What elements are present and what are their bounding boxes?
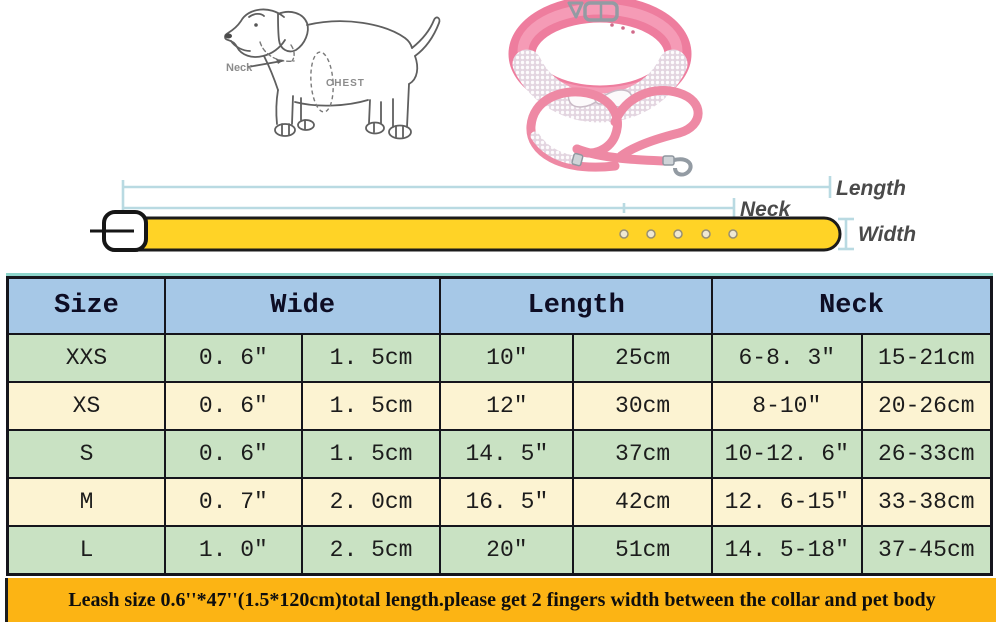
cell-wide-cm: 1. 5cm (300, 381, 442, 431)
cell-neck-cm: 15-21cm (860, 333, 993, 383)
table-row: XXS 0. 6″ 1. 5cm 10″ 25cm 6-8. 3″ 15-21c… (6, 333, 993, 383)
table-header-row: Size Wide Length Neck (6, 276, 993, 335)
cell-size: XS (6, 381, 166, 431)
cell-neck-in: 10-12. 6″ (711, 429, 863, 479)
width-measure (838, 217, 854, 251)
cell-wide-cm: 1. 5cm (300, 429, 442, 479)
cell-length-in: 20″ (439, 525, 575, 576)
size-table: Size Wide Length Neck XXS 0. 6″ 1. 5cm 1… (6, 276, 993, 576)
col-header-size: Size (6, 276, 166, 335)
cell-size: M (6, 477, 166, 527)
col-header-wide: Wide (163, 276, 442, 335)
dog-nose (225, 33, 232, 39)
cell-length-cm: 30cm (572, 381, 713, 431)
cell-length-in: 12″ (439, 381, 575, 431)
cell-size: L (6, 525, 166, 576)
cell-wide-cm: 2. 0cm (300, 477, 442, 527)
cell-length-in: 14. 5″ (439, 429, 575, 479)
leash-clasp (662, 155, 693, 177)
neck-arrowhead (276, 59, 284, 64)
cell-neck-in: 8-10″ (711, 381, 863, 431)
cell-wide-cm: 1. 5cm (300, 333, 442, 383)
cell-wide-in: 0. 6″ (163, 381, 303, 431)
cell-length-cm: 51cm (572, 525, 713, 576)
table-row: XS 0. 6″ 1. 5cm 12″ 30cm 8-10″ 20-26cm (6, 381, 993, 431)
cell-size: S (6, 429, 166, 479)
cell-length-cm: 25cm (572, 333, 713, 383)
cell-neck-cm: 37-45cm (860, 525, 993, 576)
table-row: S 0. 6″ 1. 5cm 14. 5″ 37cm 10-12. 6″ 26-… (6, 429, 993, 479)
collar-strap (126, 216, 842, 252)
cell-length-cm: 37cm (572, 429, 713, 479)
leash-note-bar: Leash size 0.6''*47''(1.5*120cm)total le… (5, 578, 996, 622)
neck-label: Neck (740, 198, 792, 221)
dog-chest-label: CHEST (326, 78, 365, 89)
cell-neck-in: 14. 5-18″ (711, 525, 863, 576)
cell-wide-in: 0. 6″ (163, 333, 303, 383)
cell-neck-cm: 33-38cm (860, 477, 993, 527)
cell-neck-cm: 20-26cm (860, 381, 993, 431)
cell-length-in: 10″ (439, 333, 575, 383)
dog-neck-label: Neck (226, 62, 253, 74)
table-top-accent (6, 273, 993, 276)
collar-leash-photo (508, 0, 703, 177)
cell-length-cm: 42cm (572, 477, 713, 527)
collar-measure-diagram: Length Neck Width (90, 176, 916, 252)
collar-dring (567, 1, 584, 19)
dog-measure-illustration: Neck CHEST (224, 8, 441, 140)
dog-eye (254, 23, 258, 27)
cell-size: XXS (6, 333, 166, 383)
cell-neck-in: 6-8. 3″ (711, 333, 863, 383)
cell-wide-in: 1. 0″ (163, 525, 303, 576)
cell-wide-in: 0. 7″ (163, 477, 303, 527)
cell-wide-in: 0. 6″ (163, 429, 303, 479)
table-row: M 0. 7″ 2. 0cm 16. 5″ 42cm 12. 6-15″ 33-… (6, 477, 993, 527)
cell-length-in: 16. 5″ (439, 477, 575, 527)
leash (526, 86, 703, 177)
table-row: L 1. 0″ 2. 5cm 20″ 51cm 14. 5-18″ 37-45c… (6, 525, 993, 576)
col-header-neck: Neck (711, 276, 993, 335)
leash-rhinestone-segment (530, 131, 578, 165)
cell-neck-in: 12. 6-15″ (711, 477, 863, 527)
col-header-length: Length (439, 276, 713, 335)
cell-neck-cm: 26-33cm (860, 429, 993, 479)
width-label: Width (858, 223, 916, 246)
length-label: Length (836, 177, 906, 200)
collar-buckle (567, 1, 619, 22)
leash-note-text: Leash size 0.6''*47''(1.5*120cm)total le… (68, 588, 936, 611)
cell-wide-cm: 2. 5cm (300, 525, 442, 576)
